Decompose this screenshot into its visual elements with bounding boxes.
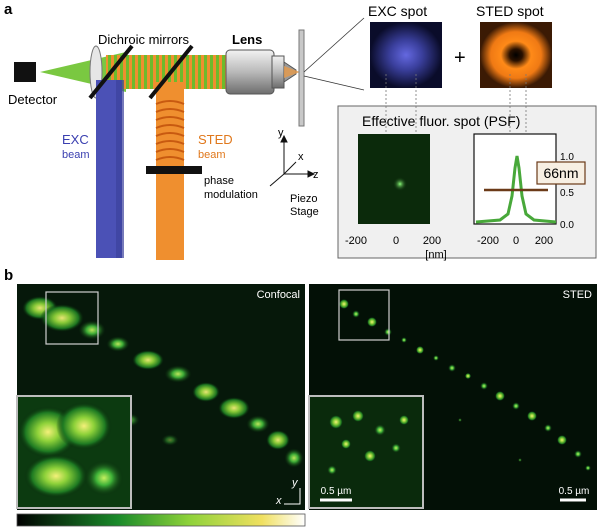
phase-label-1: phase (204, 175, 234, 187)
piezo-label-2: Stage (290, 206, 319, 218)
scale-label-right: 0.5 µm (559, 486, 590, 497)
panel-b-label: b (4, 267, 13, 284)
sted-spot-image (480, 22, 552, 88)
zoom-line-top (303, 17, 365, 73)
scale-label-left: 0.5 µm (321, 486, 352, 497)
profile-curve (475, 155, 557, 224)
svg-text:200: 200 (535, 235, 553, 247)
sted-image (308, 284, 597, 510)
fwhm-label: 66nm (543, 165, 578, 181)
axis-z-label: z (313, 169, 319, 181)
svg-text:0.5: 0.5 (560, 188, 574, 199)
intensity-colorbar (16, 513, 306, 527)
phase-wavefront (155, 100, 185, 161)
svg-text:0: 0 (393, 235, 399, 247)
exc-spot-title: EXC spot (368, 3, 427, 19)
svg-text:1.0: 1.0 (560, 152, 574, 163)
orientation-y: y (291, 477, 299, 489)
fwhm-box (536, 161, 586, 185)
detector-block (14, 62, 36, 82)
exc-beam-label-1: EXC (62, 132, 89, 147)
dichroic-mirror-1 (88, 44, 134, 100)
exc-beam-label-2: beam (62, 149, 90, 161)
exc-spot-image (370, 22, 442, 88)
svg-text:-200: -200 (477, 235, 499, 247)
effective-spot-dot (393, 177, 407, 191)
dichroic-mirror-2 (148, 44, 194, 100)
exc-beam-shadow (116, 80, 124, 258)
axis-x-label: x (298, 151, 304, 163)
psf-xticks-left: -200 0 200 (345, 235, 441, 247)
svg-text:0.0: 0.0 (560, 220, 574, 231)
svg-text:200: 200 (423, 235, 441, 247)
sted-beam-label-1: STED (198, 132, 233, 147)
psf-title: Effective fluor. spot (PSF) (362, 113, 520, 129)
svg-text:0: 0 (513, 235, 519, 247)
sted-spot-title: STED spot (476, 3, 544, 19)
dichroic-label: Dichroic mirrors (98, 32, 190, 47)
piezo-label-1: Piezo (290, 193, 318, 205)
lens-label: Lens (232, 32, 262, 47)
phase-plate (146, 166, 202, 174)
sted-label: STED (563, 289, 592, 301)
sted-roi (338, 289, 390, 341)
orientation-x: x (275, 495, 282, 507)
panel-a-label: a (4, 1, 13, 18)
sted-beam-label-2: beam (198, 149, 226, 161)
xy-orientation (284, 488, 301, 505)
sample-slide (298, 29, 305, 127)
psf-unit: [nm] (425, 249, 446, 261)
psf-xticks-right: -200 0 200 (477, 235, 553, 247)
profile-yticks: 1.0 0.5 0.0 (560, 152, 574, 231)
detector-label: Detector (8, 92, 58, 107)
zoom-line-bottom (303, 75, 365, 91)
axis-y-label: y (278, 127, 284, 139)
confocal-label: Confocal (257, 289, 300, 301)
phase-label-2: modulation (204, 189, 258, 201)
objective-lens (225, 49, 300, 95)
confocal-image (16, 284, 305, 510)
confocal-roi (45, 291, 99, 345)
stage-axes (269, 134, 316, 187)
plus-sign: + (454, 47, 466, 69)
effective-spot-image (358, 134, 430, 224)
svg-text:-200: -200 (345, 235, 367, 247)
